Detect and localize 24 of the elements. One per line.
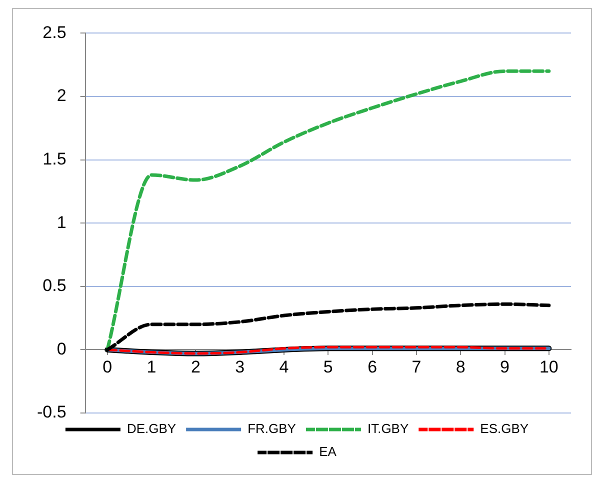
y-tick-label: -0.5 [36, 402, 66, 422]
legend-label: ES.GBY [480, 421, 529, 436]
y-tick-label: 2.5 [42, 22, 66, 42]
legend-label: DE.GBY [126, 421, 176, 436]
legend-label: EA [319, 444, 337, 460]
legend-label: IT.GBY [367, 421, 409, 436]
x-tick-label: 9 [500, 358, 510, 377]
y-tick-label: 1.5 [42, 149, 66, 168]
y-tick-label: 0 [56, 339, 66, 358]
x-tick-label: 8 [456, 358, 466, 377]
x-tick-label: 10 [539, 358, 558, 377]
y-tick-label: 0.5 [42, 276, 66, 296]
x-tick-label: 4 [279, 358, 289, 377]
x-tick-label: 3 [235, 358, 245, 377]
x-tick-label: 2 [190, 358, 200, 377]
x-tick-label: 6 [368, 358, 378, 377]
x-tick-label: 5 [323, 358, 333, 377]
x-tick-label: 7 [412, 358, 422, 377]
y-tick-label: 1 [56, 212, 66, 232]
line-series [106, 69, 551, 352]
y-tick-label: 2 [56, 86, 66, 106]
legend-label: FR.GBY [248, 421, 296, 436]
x-tick-label: 1 [146, 358, 156, 377]
x-tick-label: 0 [102, 358, 112, 377]
